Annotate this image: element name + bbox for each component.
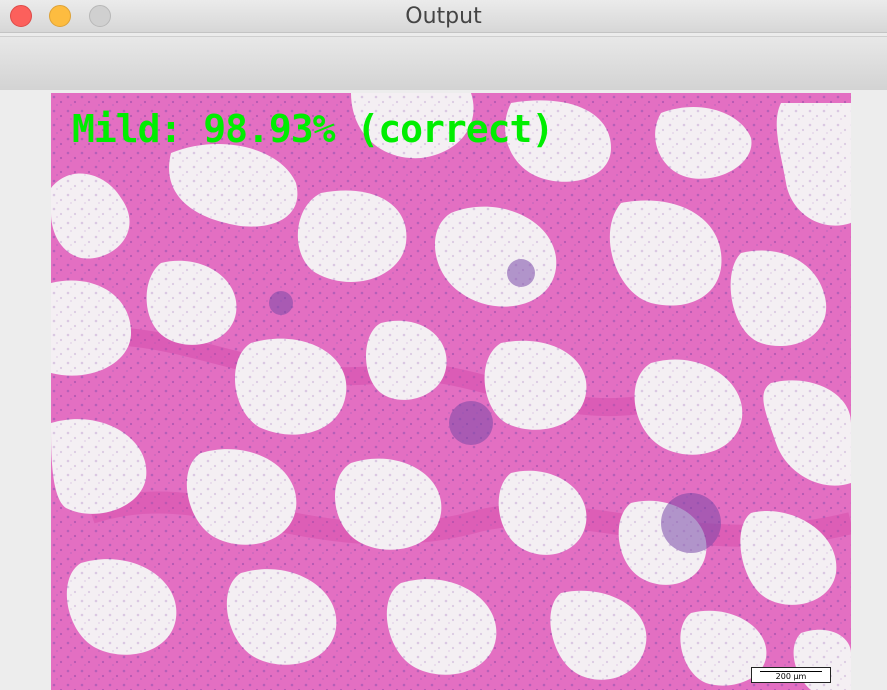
scale-bar-line <box>760 671 822 672</box>
minimize-button[interactable] <box>49 5 71 27</box>
scale-bar: 200 µm <box>751 667 831 683</box>
tissue-graphic <box>51 93 851 690</box>
close-button[interactable] <box>10 5 32 27</box>
title-bar[interactable]: Output <box>0 0 887 33</box>
window-title: Output <box>405 4 482 29</box>
toolbar <box>0 36 887 91</box>
prediction-overlay-label: Mild: 98.93% (correct) <box>72 107 554 151</box>
image-viewport: Mild: 98.93% (correct) 200 µm <box>0 90 887 690</box>
zoom-button[interactable] <box>89 5 111 27</box>
scale-bar-label: 200 µm <box>775 672 807 681</box>
histology-image: Mild: 98.93% (correct) 200 µm <box>51 93 851 690</box>
